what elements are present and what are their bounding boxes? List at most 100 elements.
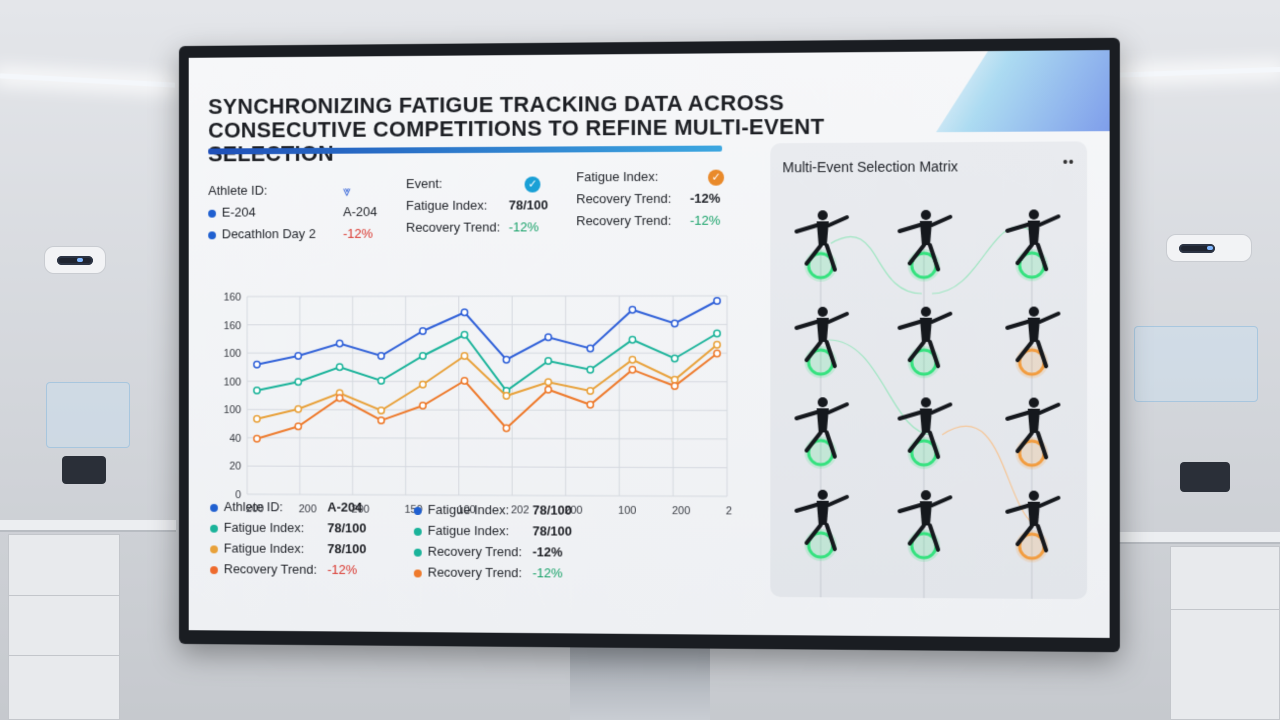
holo-panel-left <box>46 382 130 448</box>
status-glow <box>804 346 837 379</box>
status-glow <box>804 249 837 282</box>
series-line-0 <box>257 301 717 365</box>
data-point[interactable] <box>378 417 384 423</box>
athlete-id-label: Athlete ID: <box>208 182 268 198</box>
data-point[interactable] <box>254 387 260 393</box>
data-point[interactable] <box>420 381 426 387</box>
data-point[interactable] <box>587 387 596 396</box>
trend-value: -12% <box>343 225 373 241</box>
legend-item[interactable]: Athlete ID: A-204 <box>210 496 396 518</box>
data-point[interactable] <box>461 378 467 384</box>
info-fatigue-values: ✓ -12% -12% <box>689 166 725 232</box>
athlete-value: A-204 <box>343 204 378 220</box>
athlete-figure-icon[interactable] <box>796 490 846 562</box>
data-point[interactable] <box>295 406 301 412</box>
x-tick-label: 202 <box>511 504 529 516</box>
legend-label: Fatigue Index: <box>427 502 510 518</box>
data-point[interactable] <box>378 407 384 413</box>
data-point[interactable] <box>420 328 426 334</box>
data-point[interactable] <box>503 357 509 363</box>
data-point[interactable] <box>378 378 384 384</box>
data-point[interactable] <box>295 423 301 429</box>
data-point[interactable] <box>254 436 260 442</box>
figure-torso <box>816 317 829 342</box>
data-point[interactable] <box>337 364 343 370</box>
data-point[interactable] <box>254 416 260 422</box>
data-point[interactable] <box>461 353 467 359</box>
data-point[interactable] <box>628 305 637 314</box>
status-glow <box>1015 529 1049 563</box>
athlete-figure-icon[interactable] <box>796 397 846 468</box>
data-point[interactable] <box>587 401 596 410</box>
x-tick-label: 200 <box>564 505 582 517</box>
athlete-figure-icon[interactable] <box>1007 398 1058 470</box>
data-point[interactable] <box>628 355 637 364</box>
data-point[interactable] <box>670 381 678 390</box>
data-point[interactable] <box>670 375 678 384</box>
series-line-2 <box>257 345 717 420</box>
info-event: Event: Fatigue Index: Recovery Trend: <box>406 173 500 239</box>
legend-item[interactable]: Fatigue Index: 78/100 <box>413 499 612 521</box>
data-point[interactable] <box>378 353 384 359</box>
legend-item[interactable]: Recovery Trend: -12% <box>413 541 612 563</box>
data-point[interactable] <box>503 425 509 431</box>
athlete-figure-icon[interactable] <box>900 307 951 379</box>
chevron-down-icon[interactable]: ⩔ <box>343 182 351 199</box>
status-glow <box>1015 248 1049 282</box>
data-point[interactable] <box>503 388 509 394</box>
data-point[interactable] <box>670 319 678 328</box>
figure-torso <box>919 317 933 342</box>
grid-line-h <box>247 410 727 411</box>
data-point[interactable] <box>545 358 551 364</box>
y-tick-label: 20 <box>229 461 241 473</box>
data-point[interactable] <box>337 390 343 396</box>
data-point[interactable] <box>545 379 551 385</box>
check-icon: ✓ <box>708 169 725 186</box>
legend-item[interactable]: Fatigue Index: 78/100 <box>210 517 396 539</box>
legend-item[interactable]: Fatigue Index: 78/100 <box>210 538 396 560</box>
legend-value: -12% <box>532 565 563 581</box>
terminal-left <box>62 456 106 484</box>
data-point[interactable] <box>628 365 637 374</box>
data-point[interactable] <box>714 298 720 304</box>
data-point[interactable] <box>295 379 301 385</box>
data-point[interactable] <box>295 353 301 359</box>
dashboard-screen: SYNCHRONIZING FATIGUE TRACKING DATA ACRO… <box>188 50 1110 638</box>
athlete-figure-icon[interactable] <box>1007 209 1058 281</box>
wall-sensor-left <box>44 246 106 274</box>
figure-torso <box>919 408 933 433</box>
athlete-figure-icon[interactable] <box>900 210 951 282</box>
athlete-figure-icon[interactable] <box>1007 307 1058 379</box>
x-tick-label: 200 <box>672 505 690 516</box>
data-point[interactable] <box>337 340 343 346</box>
y-tick-label: 160 <box>223 292 241 304</box>
data-point[interactable] <box>587 345 596 353</box>
data-point[interactable] <box>420 353 426 359</box>
data-point[interactable] <box>714 330 720 336</box>
info-fatigue: Fatigue Index: Recovery Trend: Recovery … <box>576 166 671 232</box>
data-point[interactable] <box>714 350 720 356</box>
data-point[interactable] <box>545 386 551 392</box>
data-point[interactable] <box>461 309 467 315</box>
legend-item[interactable]: Fatigue Index: 78/100 <box>413 520 612 542</box>
data-point[interactable] <box>420 402 426 408</box>
data-point[interactable] <box>628 335 637 344</box>
recovery-trend-value-2: -12% <box>689 190 721 206</box>
legend-item[interactable]: Recovery Trend: -12% <box>413 562 612 584</box>
data-point[interactable] <box>337 395 343 401</box>
athlete-figure-icon[interactable] <box>900 397 951 469</box>
data-point[interactable] <box>714 342 720 348</box>
athlete-figure-icon[interactable] <box>796 210 846 282</box>
athlete-figure-icon[interactable] <box>1007 491 1058 563</box>
data-point[interactable] <box>503 393 509 399</box>
data-point[interactable] <box>461 332 467 338</box>
legend-label: Recovery Trend: <box>427 564 522 581</box>
data-point[interactable] <box>670 354 678 363</box>
legend-item[interactable]: Recovery Trend: -12% <box>210 558 396 580</box>
data-point[interactable] <box>254 361 260 367</box>
x-tick-label: 200 <box>246 503 264 515</box>
data-point[interactable] <box>587 366 596 375</box>
athlete-figure-icon[interactable] <box>900 490 951 562</box>
athlete-figure-icon[interactable] <box>796 307 846 378</box>
data-point[interactable] <box>545 334 551 340</box>
